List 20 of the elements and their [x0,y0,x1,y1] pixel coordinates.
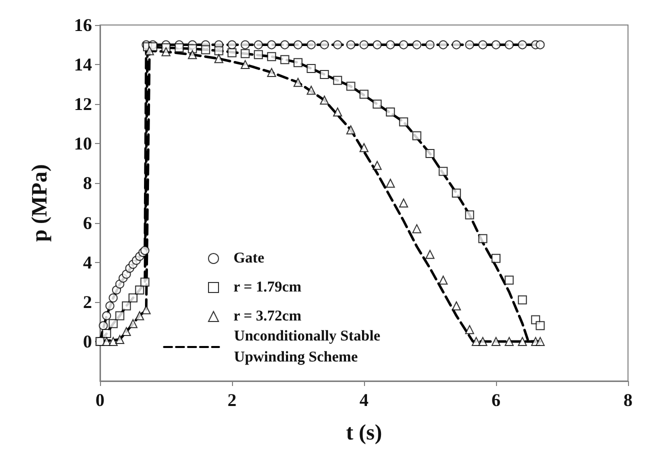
x-tick-label: 4 [360,390,368,410]
x-tick-label: 6 [492,390,500,410]
y-tick-label: 6 [83,212,92,233]
x-tick-label: 0 [96,390,104,410]
y-axis-title: p (MPa) [26,164,52,242]
y-tick-label: 8 [83,173,92,194]
y-tick-label: 0 [83,331,92,352]
y-tick-label: 12 [74,94,92,114]
legend-label: r = 3.72cm [234,308,302,324]
legend-label: Unconditionally Stable Upwinding Scheme [234,328,384,366]
x-tick-label: 8 [624,390,632,410]
x-tick-label: 2 [228,390,236,410]
y-tick-label: 2 [83,292,92,312]
y-tick-label: 14 [74,54,92,75]
x-axis-title: t (s) [346,420,382,444]
legend-label: Gate [234,250,265,266]
y-tick-label: 16 [74,15,92,35]
y-tick-label: 4 [83,252,92,272]
y-tick-label: 10 [74,134,92,154]
legend-label: r = 1.79cm [234,280,302,296]
